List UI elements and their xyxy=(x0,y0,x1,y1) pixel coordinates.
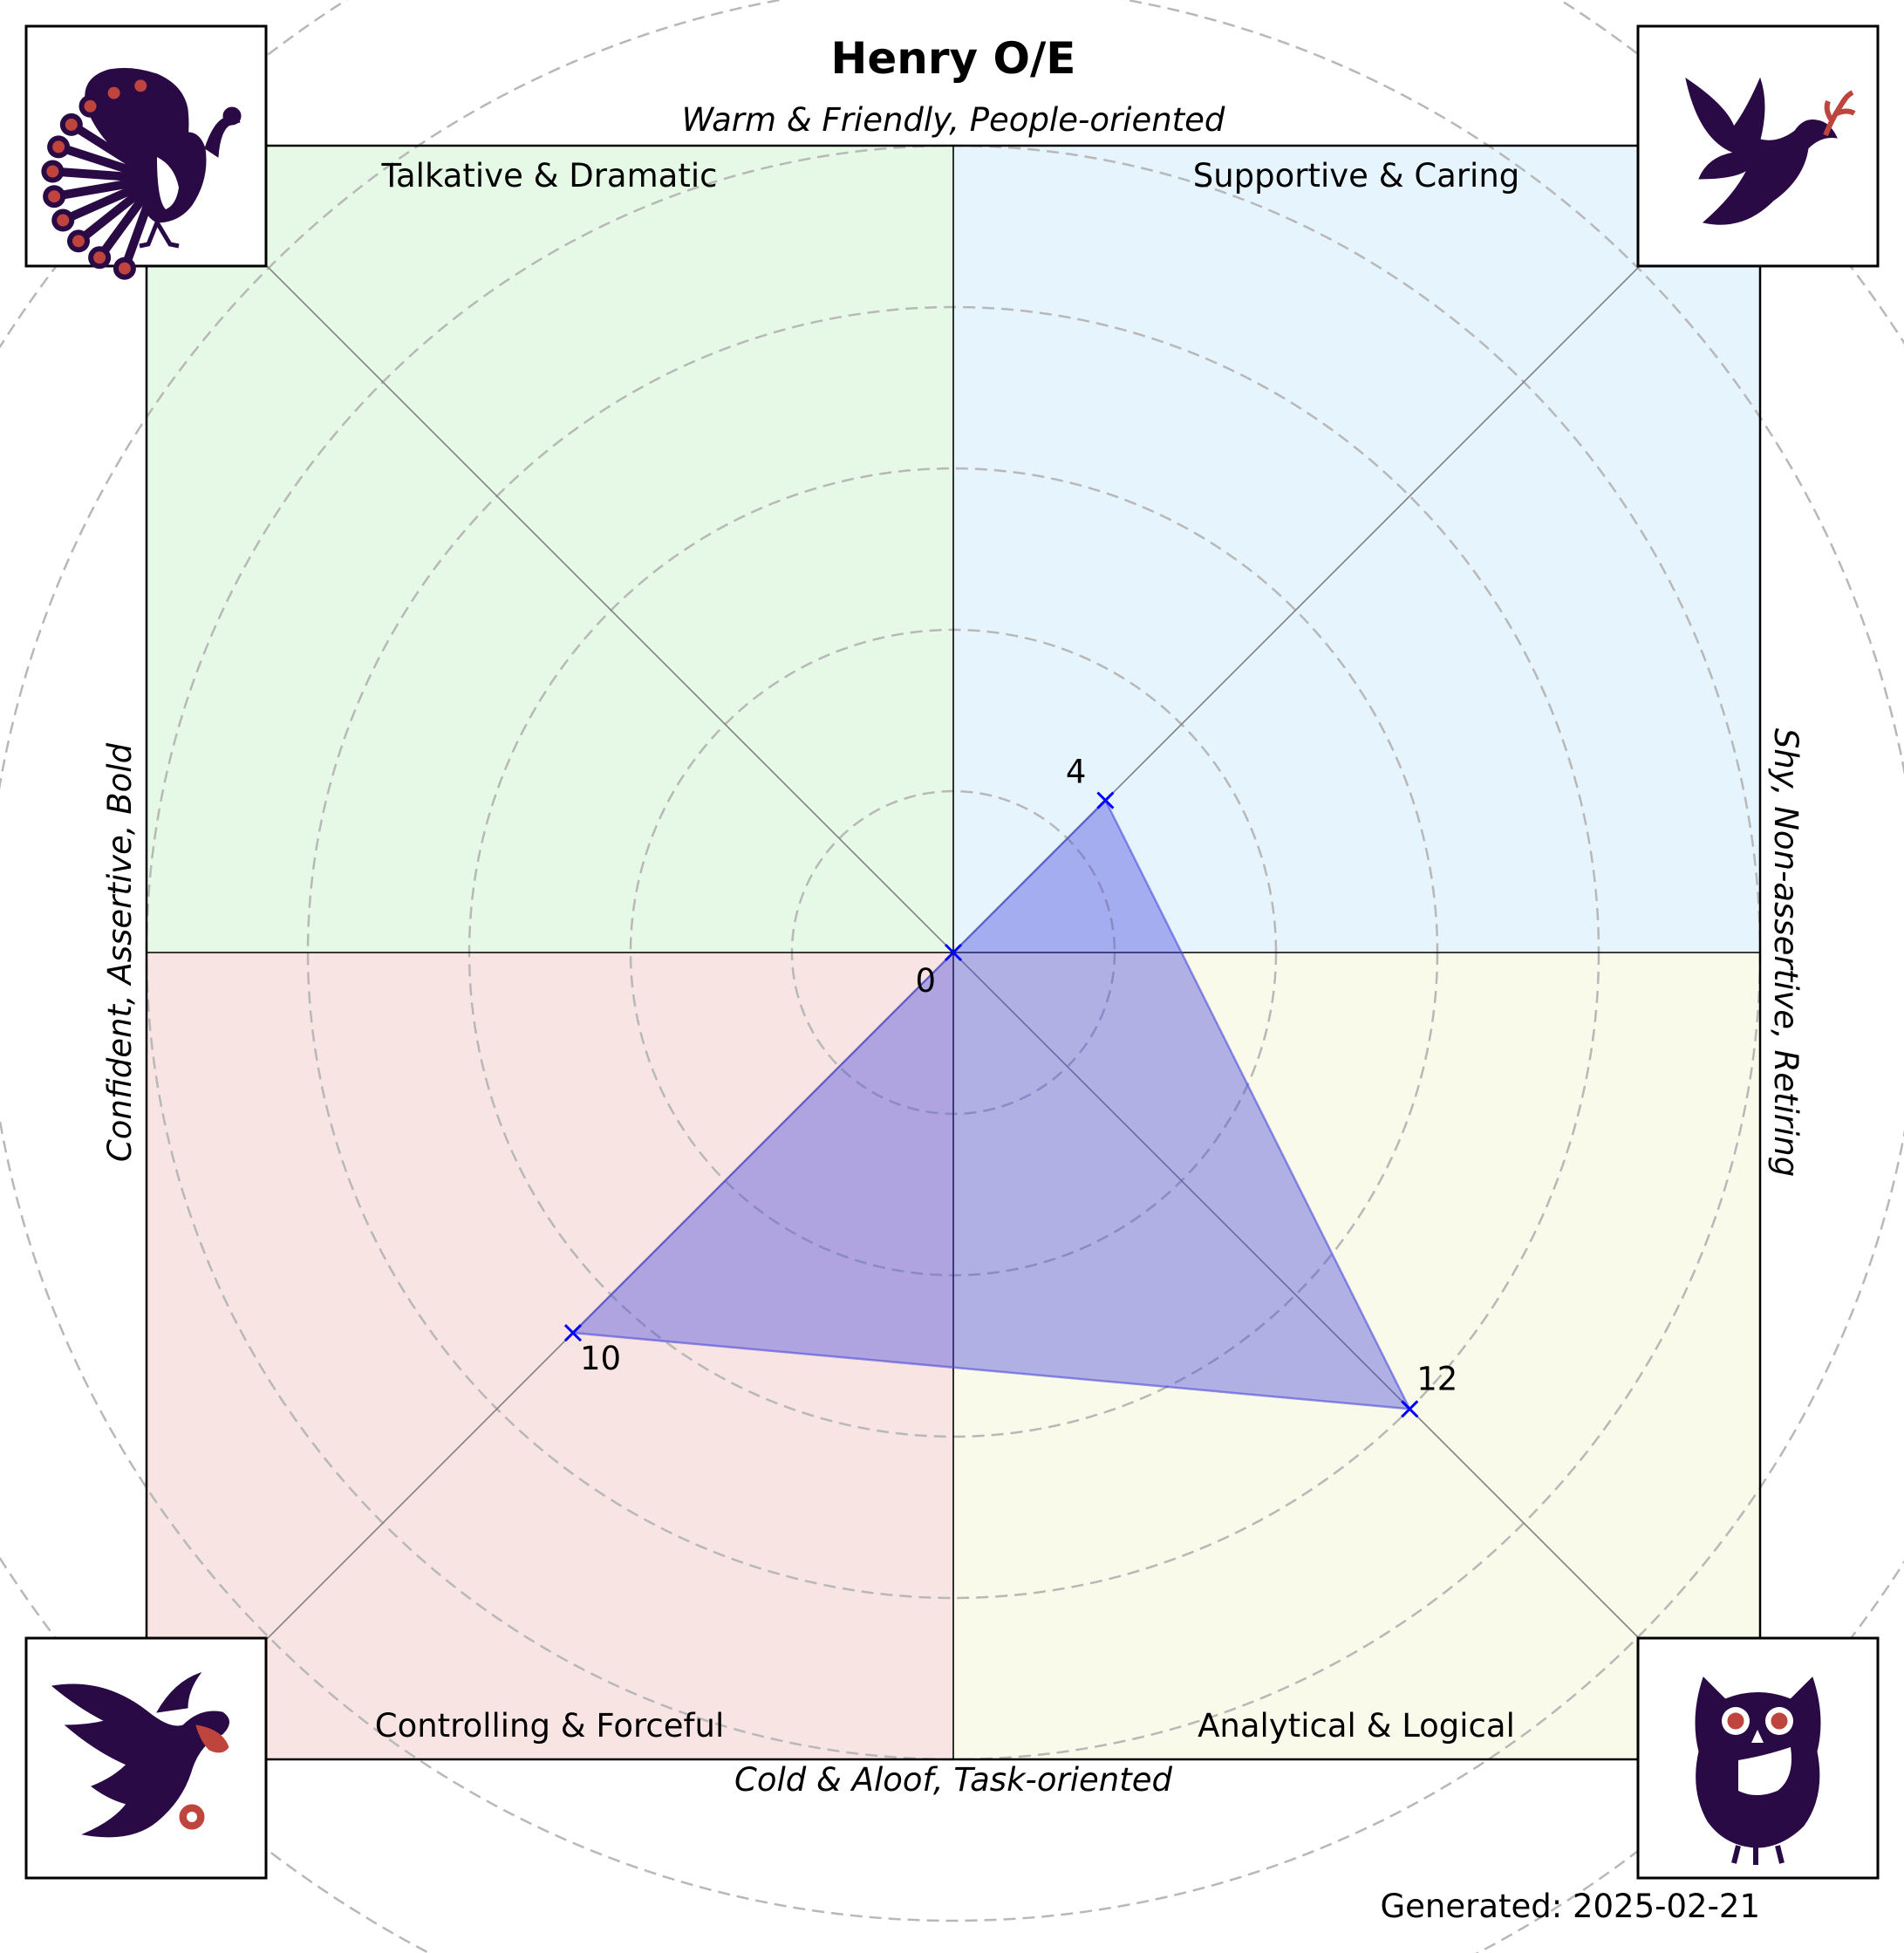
quadrant-label-analytical-logical: Analytical & Logical xyxy=(1198,1707,1515,1745)
axis-label-right: Shy, Non-assertive, Retiring xyxy=(1767,728,1805,1177)
score-marker-bottom-right xyxy=(1401,1400,1419,1418)
dove-icon xyxy=(1685,77,1856,225)
quadrant-label-controlling-forceful: Controlling & Forceful xyxy=(375,1707,724,1745)
eagle-icon xyxy=(51,1672,229,1838)
quadrant-label-talkative-dramatic: Talkative & Dramatic xyxy=(381,157,718,195)
chart-title: Henry O/E xyxy=(831,33,1076,84)
generated-date: Generated: 2025-02-21 xyxy=(1380,1888,1760,1925)
score-value-labels: 0 4 12 10 xyxy=(580,754,1457,1398)
score-label-bottom-right: 12 xyxy=(1416,1360,1457,1397)
score-marker-top-right xyxy=(1096,791,1115,809)
score-label-top-right: 4 xyxy=(1066,754,1087,791)
owl-icon xyxy=(1695,1676,1821,1865)
axis-label-left: Confident, Assertive, Bold xyxy=(101,742,139,1162)
quadrant-label-supportive-caring: Supportive & Caring xyxy=(1193,157,1520,195)
peacock-icon xyxy=(41,67,242,280)
corner-dove xyxy=(1636,24,1880,268)
plot-frame xyxy=(145,144,1762,1761)
score-label-top-left: 0 xyxy=(915,962,936,1000)
corner-eagle xyxy=(24,1636,268,1880)
corner-owl xyxy=(1636,1636,1880,1880)
score-marker-top-left xyxy=(944,943,963,962)
score-markers xyxy=(563,791,1419,1418)
axis-label-bottom: Cold & Aloof, Task-oriented xyxy=(734,1761,1172,1799)
axis-label-top: Warm & Friendly, People-oriented xyxy=(682,101,1225,139)
score-marker-bottom-left xyxy=(563,1323,583,1342)
corner-peacock xyxy=(24,24,268,280)
score-label-bottom-left: 10 xyxy=(580,1340,621,1377)
